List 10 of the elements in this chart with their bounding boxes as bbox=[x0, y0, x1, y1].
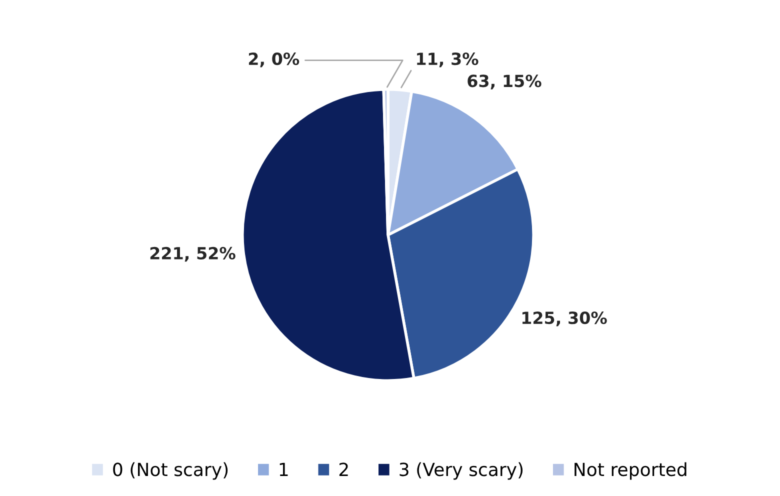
data-label: 221, 52% bbox=[150, 246, 236, 262]
data-label: 63, 15% bbox=[468, 74, 542, 90]
legend-label: Not reported bbox=[574, 462, 686, 480]
legend-label: 3 (Very scary) bbox=[400, 462, 523, 480]
legend-label: 2 bbox=[339, 462, 348, 476]
data-label: 2, 0% bbox=[248, 52, 300, 68]
data-label: 11, 3% bbox=[417, 52, 478, 68]
legend-label: 0 (Not scary) bbox=[113, 462, 228, 480]
data-label: 125, 30% bbox=[522, 312, 607, 326]
legend-label: 1 bbox=[280, 462, 288, 476]
